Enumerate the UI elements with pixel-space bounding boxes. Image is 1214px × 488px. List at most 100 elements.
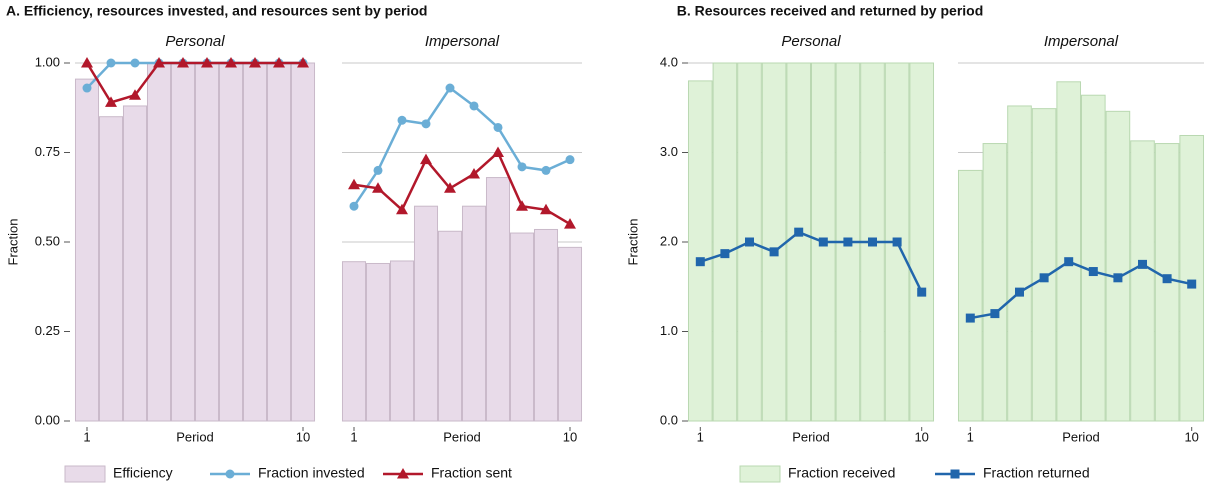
- point: [818, 237, 828, 247]
- y-tick-label: 0.0: [660, 412, 678, 427]
- bar: [982, 143, 1008, 422]
- y-axis-label: Fraction: [5, 219, 20, 266]
- bar: [98, 116, 124, 422]
- point: [1138, 259, 1147, 269]
- y-tick-label: 1.00: [35, 54, 60, 69]
- x-tick-label: 1: [697, 429, 704, 444]
- bar: [1179, 134, 1205, 422]
- point: [130, 58, 140, 68]
- x-axis-label: Period: [176, 429, 214, 444]
- point: [720, 249, 730, 259]
- x-axis-label: Period: [443, 429, 481, 444]
- bar: [218, 62, 244, 422]
- point: [892, 237, 902, 247]
- point: [82, 83, 92, 93]
- bar: [341, 261, 367, 422]
- x-tick-label: 10: [296, 429, 310, 444]
- legend-label: Fraction received: [788, 465, 895, 481]
- legend-swatch: [64, 465, 106, 483]
- point: [1088, 267, 1098, 277]
- point: [201, 57, 213, 68]
- bar: [1130, 140, 1155, 422]
- legend-label: Efficiency: [113, 465, 173, 481]
- point: [397, 115, 407, 125]
- bar: [687, 80, 713, 422]
- y-tick-label: 0.75: [35, 144, 60, 159]
- line: [85, 61, 303, 104]
- point: [153, 57, 165, 68]
- facet-label: Personal: [165, 33, 225, 50]
- bar: [290, 62, 316, 422]
- point: [695, 257, 705, 267]
- y-tick-label: 0.50: [35, 233, 60, 248]
- point: [540, 203, 552, 215]
- point: [249, 57, 261, 68]
- line: [352, 86, 571, 207]
- bar: [170, 62, 196, 422]
- point: [1015, 287, 1024, 297]
- bar: [389, 260, 415, 422]
- point: [129, 89, 141, 100]
- bar: [1056, 81, 1082, 422]
- point: [493, 122, 503, 132]
- legend-label: Fraction sent: [431, 465, 512, 481]
- bar: [509, 232, 535, 422]
- x-tick-label: 10: [1184, 429, 1198, 444]
- bar: [557, 246, 583, 422]
- chart-title: B. Resources received and returned by pe…: [677, 3, 984, 19]
- point: [917, 287, 927, 297]
- bar: [1031, 108, 1057, 422]
- facet-label: Impersonal: [1044, 33, 1119, 50]
- point: [105, 96, 117, 107]
- bar: [461, 205, 487, 422]
- line: [353, 150, 571, 226]
- point: [1162, 274, 1172, 284]
- point: [990, 309, 1000, 319]
- x-tick-label: 1: [350, 429, 357, 444]
- bar: [1105, 110, 1131, 422]
- point: [273, 57, 285, 68]
- bar: [413, 205, 439, 422]
- point: [177, 57, 189, 68]
- point: [81, 57, 93, 68]
- bar: [146, 62, 172, 422]
- point: [444, 182, 456, 193]
- point: [564, 218, 576, 229]
- bar: [122, 105, 148, 422]
- line: [970, 260, 1192, 320]
- bar: [485, 177, 511, 422]
- bar: [365, 262, 391, 422]
- bar: [194, 62, 220, 422]
- point: [106, 58, 116, 68]
- bar: [266, 62, 292, 422]
- line: [699, 230, 923, 293]
- bar: [761, 62, 787, 422]
- point: [348, 178, 360, 190]
- point: [469, 101, 479, 111]
- y-tick-label: 2.0: [660, 233, 678, 248]
- y-tick-label: 0.25: [35, 323, 60, 338]
- point: [516, 200, 528, 211]
- point: [965, 313, 975, 323]
- y-axis-label: Fraction: [625, 219, 640, 266]
- x-tick-label: 10: [914, 429, 928, 444]
- bar: [957, 169, 983, 422]
- point: [1039, 273, 1049, 283]
- y-tick-label: 1.0: [660, 323, 678, 338]
- point: [541, 165, 551, 175]
- bar: [909, 62, 935, 422]
- legend-label: Fraction returned: [983, 465, 1090, 481]
- bar: [74, 78, 100, 422]
- point: [468, 167, 480, 179]
- bar: [533, 228, 559, 422]
- point: [373, 165, 383, 175]
- legend-marker: [950, 469, 960, 479]
- point: [517, 162, 527, 172]
- chart-title: A. Efficiency, resources invested, and r…: [6, 3, 427, 19]
- y-tick-label: 3.0: [660, 144, 678, 159]
- x-axis-label: Period: [792, 429, 830, 444]
- legend-marker: [225, 469, 235, 479]
- y-tick-label: 4.0: [660, 54, 678, 69]
- point: [794, 227, 804, 237]
